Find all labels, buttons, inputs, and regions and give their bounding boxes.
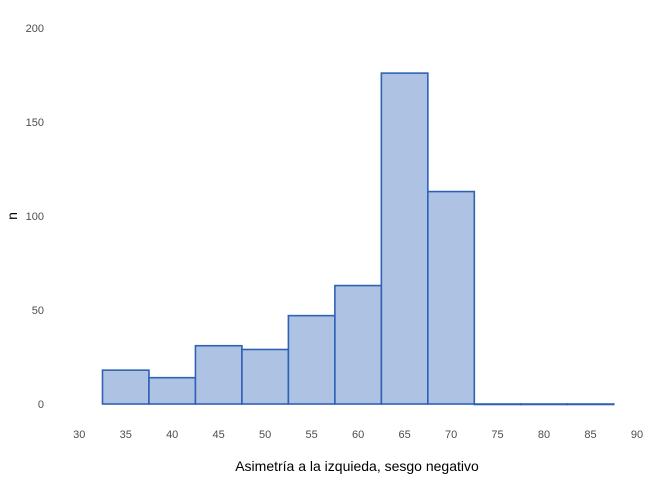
- histogram-bar: [287, 314, 336, 405]
- x-tick-label: 45: [213, 429, 225, 441]
- histogram-bar: [194, 344, 243, 405]
- y-axis-ticks: 0 50 100 150 200: [26, 23, 44, 411]
- x-tick-label: 60: [352, 429, 364, 441]
- x-axis-ticks: 30 35 40 45 50 55 60 65 70 75 80 85 90: [73, 429, 643, 441]
- y-tick-label: 50: [32, 305, 44, 317]
- histogram-bar: [427, 190, 476, 405]
- histogram-bars: [101, 72, 615, 406]
- x-tick-label: 90: [631, 429, 643, 441]
- y-axis-title: n: [4, 212, 20, 220]
- x-tick-label: 55: [306, 429, 318, 441]
- histogram-bar: [241, 348, 290, 405]
- histogram-bar: [334, 284, 383, 405]
- y-tick-label: 150: [26, 117, 44, 129]
- x-tick-label: 40: [166, 429, 178, 441]
- x-tick-label: 70: [445, 429, 457, 441]
- histogram-bar: [148, 376, 197, 405]
- histogram-bar: [101, 369, 150, 405]
- x-tick-label: 30: [73, 429, 85, 441]
- histogram-bar: [473, 403, 522, 406]
- x-tick-label: 65: [398, 429, 410, 441]
- x-tick-label: 50: [259, 429, 271, 441]
- y-tick-label: 100: [26, 211, 44, 223]
- x-tick-label: 85: [584, 429, 596, 441]
- y-tick-label: 200: [26, 23, 44, 35]
- histogram-bar: [566, 403, 615, 406]
- x-tick-label: 75: [491, 429, 503, 441]
- y-tick-label: 0: [38, 399, 44, 411]
- x-tick-label: 35: [120, 429, 132, 441]
- x-tick-label: 80: [538, 429, 550, 441]
- histogram-bar: [519, 403, 569, 406]
- x-axis-title: Asimetría a la izquieda, sesgo negativo: [235, 458, 479, 474]
- histogram-bar: [380, 72, 429, 405]
